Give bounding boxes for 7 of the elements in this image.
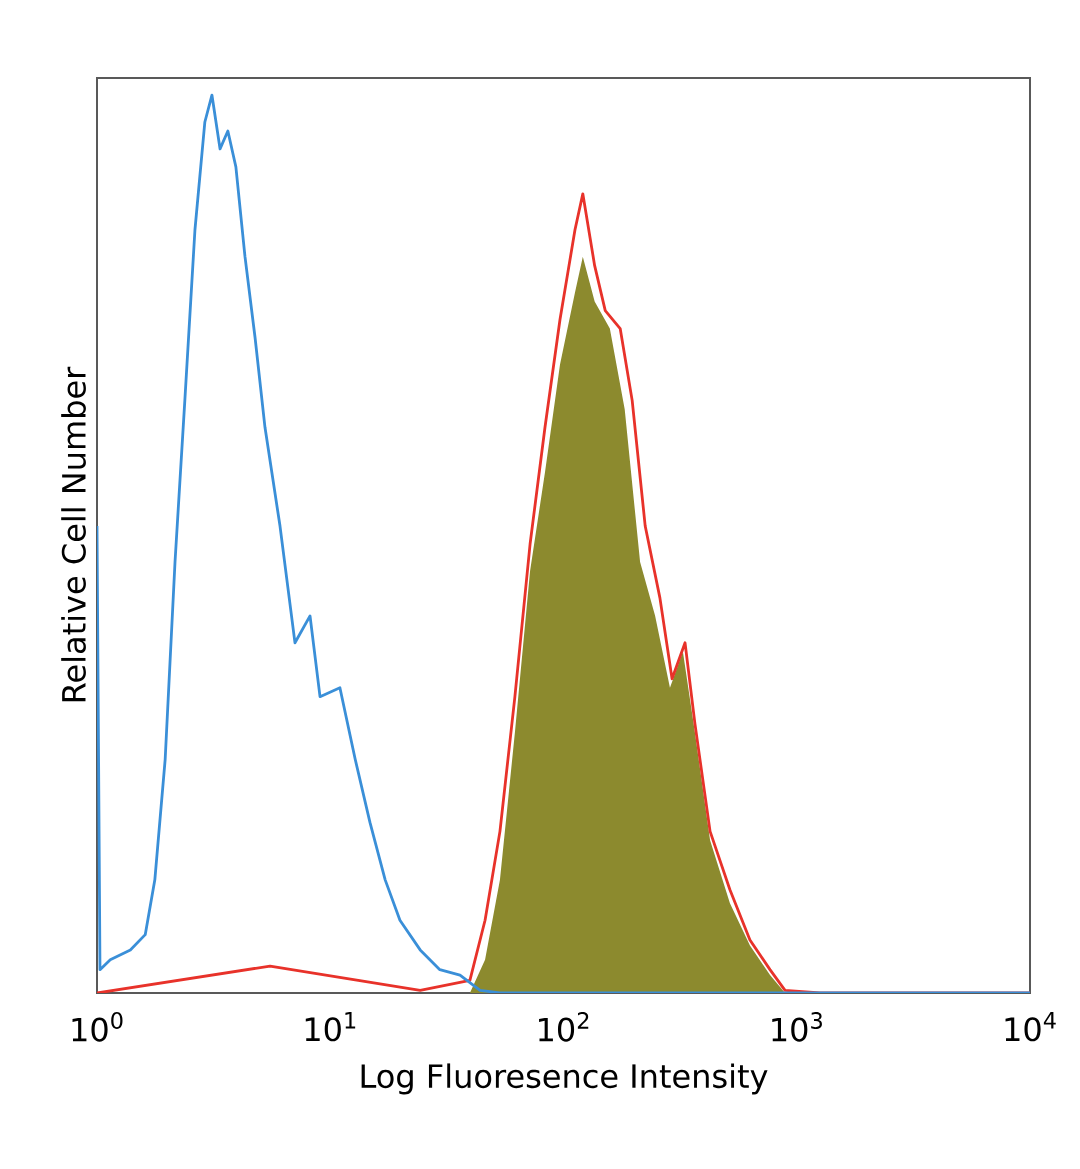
y-axis-title: Relative Cell Number — [61, 366, 86, 702]
x-tick-label: 10$^{3}$ — [772, 1012, 822, 1042]
x-axis-title: Log Fluoresence Intensity — [361, 1063, 768, 1095]
x-tick-label: 10$^{0}$ — [72, 1012, 123, 1042]
x-tick-label: 10$^{4}$ — [1005, 1012, 1056, 1042]
x-tick-label: 10$^{1}$ — [305, 1012, 356, 1042]
x-tick-label: 10$^{2}$ — [539, 1012, 589, 1042]
